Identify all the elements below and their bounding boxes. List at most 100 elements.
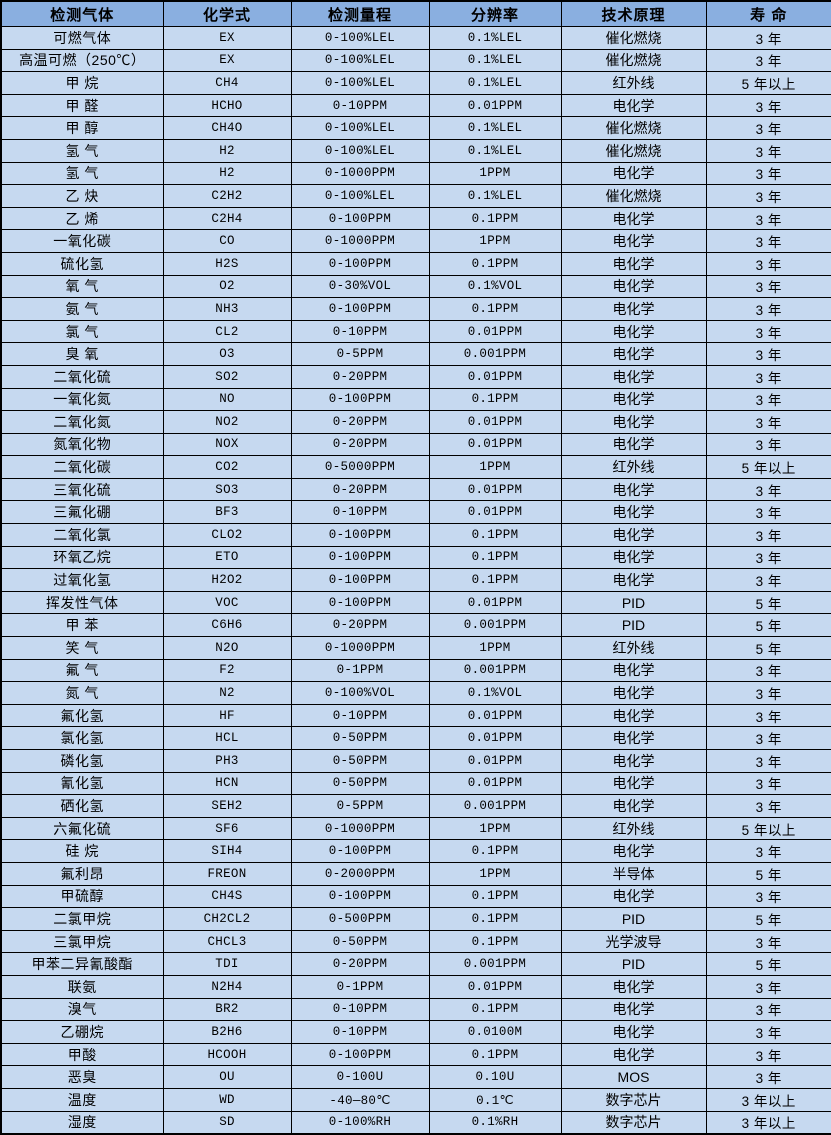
cell-detection-range: 0-5PPM: [290, 794, 430, 818]
cell-chemical-formula: N2: [162, 681, 292, 705]
cell-gas-name: 氰化氢: [0, 771, 164, 796]
cell-detection-range: 0-5000PPM: [290, 455, 430, 479]
table-row: 湿度 SD 0-100%RH 0.1%RH 数字芯片 3 年以上: [0, 1110, 831, 1135]
cell-technology-principle: 电化学: [560, 229, 707, 253]
cell-chemical-formula: EX: [162, 48, 292, 73]
cell-resolution: 0.1%LEL: [428, 138, 562, 163]
cell-gas-name: 三氧化硫: [0, 477, 164, 502]
cell-gas-name: 氮氧化物: [0, 432, 164, 457]
cell-resolution: 1PPM: [428, 861, 562, 886]
table-row: 三氧化硫 SO3 0-20PPM 0.01PPM 电化学 3 年: [0, 477, 831, 502]
cell-chemical-formula: B2H6: [162, 1020, 292, 1044]
cell-detection-range: 0-100U: [290, 1065, 430, 1089]
cell-technology-principle: 电化学: [560, 726, 707, 750]
table-row: 二氧化氯 CLO2 0-100PPM 0.1PPM 电化学 3 年: [0, 523, 831, 547]
cell-gas-name: 氧 气: [0, 274, 164, 299]
cell-gas-name: 六氟化硫: [0, 816, 164, 841]
cell-detection-range: 0-100PPM: [290, 1042, 430, 1067]
table-row: 一氧化氮 NO 0-100PPM 0.1PPM 电化学 3 年: [0, 387, 831, 412]
cell-gas-name: 氟化氢: [0, 703, 164, 728]
cell-lifespan: 3 年: [705, 184, 831, 208]
cell-lifespan: 3 年: [705, 974, 831, 999]
cell-technology-principle: 电化学: [560, 342, 707, 366]
column-header-lifespan: 寿 命: [705, 0, 831, 27]
cell-technology-principle: 催化燃烧: [560, 116, 707, 140]
cell-chemical-formula: CO: [162, 229, 292, 253]
cell-lifespan: 3 年: [705, 161, 831, 186]
table-row: 氢 气 H2 0-1000PPM 1PPM 电化学 3 年: [0, 161, 831, 186]
cell-technology-principle: PID: [560, 590, 707, 615]
cell-chemical-formula: VOC: [162, 590, 292, 615]
table-row: 氯化氢 HCL 0-50PPM 0.01PPM 电化学 3 年: [0, 726, 831, 750]
cell-detection-range: 0-100%LEL: [290, 26, 430, 50]
cell-lifespan: 3 年: [705, 93, 831, 118]
cell-resolution: 1PPM: [428, 229, 562, 253]
cell-gas-name: 二氧化氮: [0, 410, 164, 434]
cell-technology-principle: 电化学: [560, 274, 707, 299]
cell-lifespan: 3 年: [705, 116, 831, 140]
cell-chemical-formula: BR2: [162, 997, 292, 1022]
cell-technology-principle: 电化学: [560, 206, 707, 231]
cell-lifespan: 3 年: [705, 342, 831, 366]
cell-detection-range: 0-100%RH: [290, 1110, 430, 1135]
cell-resolution: 0.01PPM: [428, 771, 562, 796]
cell-detection-range: 0-100PPM: [290, 839, 430, 863]
cell-lifespan: 5 年: [705, 907, 831, 931]
table-row: 氧 气 O2 0-30%VOL 0.1%VOL 电化学 3 年: [0, 274, 831, 299]
table-row: 可燃气体 EX 0-100%LEL 0.1%LEL 催化燃烧 3 年: [0, 26, 831, 50]
cell-technology-principle: 数字芯片: [560, 1087, 707, 1112]
cell-gas-name: 甲 烷: [0, 71, 164, 95]
cell-chemical-formula: H2: [162, 161, 292, 186]
cell-gas-name: 过氧化氢: [0, 568, 164, 592]
table-row: 乙 烯 C2H4 0-100PPM 0.1PPM 电化学 3 年: [0, 206, 831, 231]
cell-detection-range: 0-100PPM: [290, 884, 430, 909]
table-row: 硅 烷 SIH4 0-100PPM 0.1PPM 电化学 3 年: [0, 839, 831, 863]
cell-gas-name: 氨 气: [0, 297, 164, 321]
cell-gas-name: 二氧化硫: [0, 364, 164, 389]
cell-resolution: 0.1PPM: [428, 297, 562, 321]
cell-resolution: 0.01PPM: [428, 500, 562, 525]
cell-chemical-formula: FREON: [162, 861, 292, 886]
cell-resolution: 0.1PPM: [428, 839, 562, 863]
cell-detection-range: 0-10PPM: [290, 500, 430, 525]
cell-lifespan: 3 年: [705, 1020, 831, 1044]
table-row: 乙硼烷 B2H6 0-10PPM 0.0100M 电化学 3 年: [0, 1020, 831, 1044]
cell-resolution: 0.001PPM: [428, 794, 562, 818]
cell-gas-name: 乙硼烷: [0, 1020, 164, 1044]
table-row: 笑 气 N2O 0-1000PPM 1PPM 红外线 5 年: [0, 636, 831, 660]
cell-technology-principle: 催化燃烧: [560, 48, 707, 73]
cell-chemical-formula: CH2CL2: [162, 907, 292, 931]
cell-gas-name: 温度: [0, 1087, 164, 1112]
cell-lifespan: 3 年: [705, 477, 831, 502]
cell-technology-principle: 电化学: [560, 839, 707, 863]
cell-gas-name: 二氧化碳: [0, 455, 164, 479]
cell-lifespan: 3 年: [705, 749, 831, 773]
cell-technology-principle: 电化学: [560, 1042, 707, 1067]
cell-gas-name: 三氟化硼: [0, 500, 164, 525]
cell-gas-name: 甲 醇: [0, 116, 164, 140]
cell-resolution: 0.0100M: [428, 1020, 562, 1044]
cell-lifespan: 3 年: [705, 319, 831, 344]
cell-chemical-formula: SO2: [162, 364, 292, 389]
table-row: 联氨 N2H4 0-1PPM 0.01PPM 电化学 3 年: [0, 974, 831, 999]
cell-lifespan: 3 年: [705, 26, 831, 50]
cell-chemical-formula: OU: [162, 1065, 292, 1089]
table-row: 高温可燃（250℃） EX 0-100%LEL 0.1%LEL 催化燃烧 3 年: [0, 48, 831, 73]
cell-resolution: 0.1%LEL: [428, 71, 562, 95]
cell-technology-principle: 电化学: [560, 297, 707, 321]
cell-lifespan: 3 年: [705, 297, 831, 321]
cell-resolution: 0.1PPM: [428, 1042, 562, 1067]
cell-resolution: 0.01PPM: [428, 319, 562, 344]
cell-lifespan: 5 年以上: [705, 455, 831, 479]
cell-resolution: 0.1℃: [428, 1087, 562, 1112]
table-row: 甲酸 HCOOH 0-100PPM 0.1PPM 电化学 3 年: [0, 1042, 831, 1067]
cell-detection-range: 0-100PPM: [290, 545, 430, 570]
cell-technology-principle: 电化学: [560, 703, 707, 728]
cell-resolution: 0.1%LEL: [428, 48, 562, 73]
cell-chemical-formula: CO2: [162, 455, 292, 479]
cell-detection-range: 0-500PPM: [290, 907, 430, 931]
cell-chemical-formula: CHCL3: [162, 929, 292, 954]
cell-detection-range: 0-100%LEL: [290, 138, 430, 163]
cell-chemical-formula: SEH2: [162, 794, 292, 818]
cell-technology-principle: 电化学: [560, 432, 707, 457]
